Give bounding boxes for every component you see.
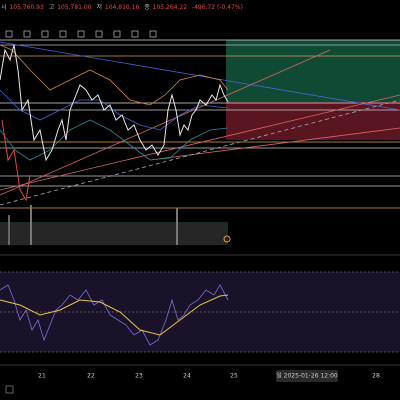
close-value: 105,264.22 [153, 4, 188, 11]
open-label: 시 [1, 4, 7, 11]
crosshair-label: 일 2025-01-26 12:00 [276, 372, 338, 380]
price-line [1, 119, 31, 202]
levels [0, 39, 400, 209]
x-axis-label: 23 [135, 373, 143, 380]
tool-icon[interactable] [5, 30, 13, 38]
low-label: 저 [96, 3, 102, 11]
toolbar [5, 30, 157, 38]
x-axis-label: 21 [38, 373, 46, 380]
tool-icon[interactable] [95, 30, 103, 38]
x-axis-label: 28 [372, 373, 380, 380]
change-value: -496.72 (-0.47%) [192, 4, 243, 11]
price-line [0, 44, 229, 162]
volume [0, 205, 228, 245]
rsi-line [0, 284, 229, 346]
settings-icon[interactable] [5, 385, 14, 394]
ohlc-header: 시 105,760.93 고 105,781.00 저 104,810.16 종… [1, 3, 243, 11]
tool-icon[interactable] [23, 30, 31, 38]
trend-line [0, 41, 400, 111]
trend-line [0, 94, 400, 191]
high-value: 105,781.00 [57, 4, 92, 11]
x-axis-label: 22 [87, 373, 95, 380]
high-label: 고 [49, 4, 55, 11]
volume-bar [30, 205, 32, 245]
volume-area [0, 222, 228, 245]
tool-icon[interactable] [149, 30, 157, 38]
tool-icon[interactable] [59, 30, 67, 38]
low-value: 104,810.16 [105, 4, 140, 11]
mid-band [0, 89, 229, 131]
target-zone [226, 40, 400, 102]
x-axis-label: 24 [183, 373, 191, 380]
tool-icon[interactable] [113, 30, 121, 38]
tool-icon[interactable] [41, 30, 49, 38]
x-axis-label: 25 [230, 373, 238, 380]
event-icon [223, 235, 231, 243]
close-label: 종 [144, 4, 150, 11]
upper-band [0, 44, 229, 106]
rsi-ma [0, 294, 229, 336]
tool-icon[interactable] [77, 30, 85, 38]
tool-icon[interactable] [131, 30, 139, 38]
stop-zone [226, 102, 400, 140]
lower-band [0, 119, 229, 161]
trend-line [0, 99, 400, 206]
trend-line [0, 49, 331, 196]
volume-bar [176, 208, 178, 245]
open-value: 105,760.93 [9, 4, 44, 11]
crosshair-tag [276, 370, 338, 382]
volume-bar [8, 215, 10, 245]
